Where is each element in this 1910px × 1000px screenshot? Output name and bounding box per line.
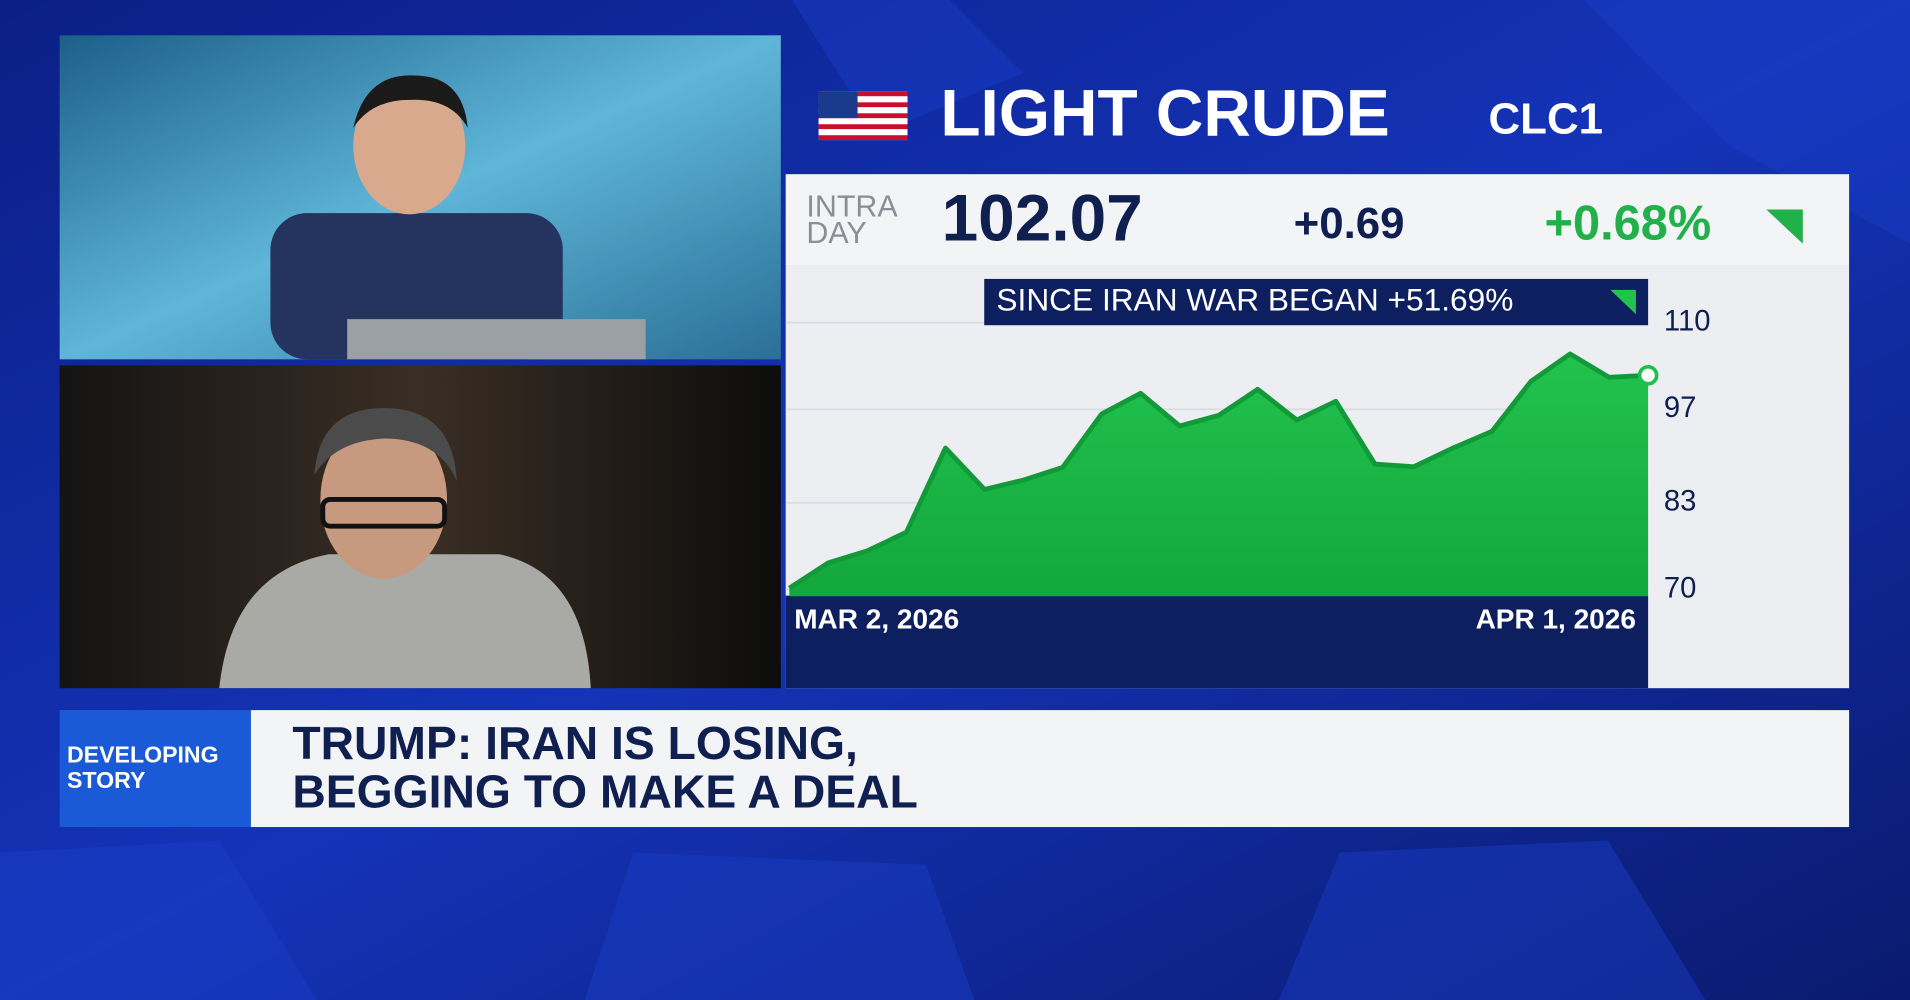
down-arrow-icon [1766, 209, 1803, 244]
quote-label: INTRA [806, 189, 898, 223]
x-axis-band [785, 595, 1649, 689]
quote-percent-change: +0.68% [1545, 196, 1712, 250]
last-point-marker [1637, 364, 1659, 386]
headline: BEGGING TO MAKE A DEAL [292, 766, 917, 818]
quote-label: DAY [806, 216, 866, 250]
annotation-banner [984, 278, 1649, 326]
x-tick-label: APR 1, 2026 [1476, 604, 1636, 635]
chart-annotation: SINCE IRAN WAR BEGAN +51.69% [996, 281, 1513, 317]
us-flag [818, 91, 908, 141]
lower-third-tag-box [59, 710, 251, 828]
lower-third-tag: DEVELOPING [67, 742, 219, 768]
quote-change: +0.69 [1294, 199, 1405, 248]
y-tick-label: 83 [1664, 486, 1697, 518]
quote-panel [785, 174, 1850, 266]
lower-third-headline-box [250, 710, 1850, 828]
y-tick-label: 97 [1664, 392, 1697, 424]
area [789, 353, 1649, 597]
x-tick-label: MAR 2, 2026 [794, 604, 959, 635]
anchor-figure [270, 75, 646, 360]
y-tick-label: 70 [1664, 572, 1697, 604]
quote-price: 102.07 [942, 180, 1143, 254]
line [788, 351, 1649, 591]
instrument-title: LIGHT CRUDE [940, 76, 1389, 150]
y-tick-label: 110 [1664, 305, 1711, 337]
headline: TRUMP: IRAN IS LOSING, [292, 717, 857, 769]
guest-figure [219, 408, 591, 689]
lower-third-tag: STORY [67, 767, 146, 793]
instrument-symbol: CLC1 [1489, 94, 1604, 143]
